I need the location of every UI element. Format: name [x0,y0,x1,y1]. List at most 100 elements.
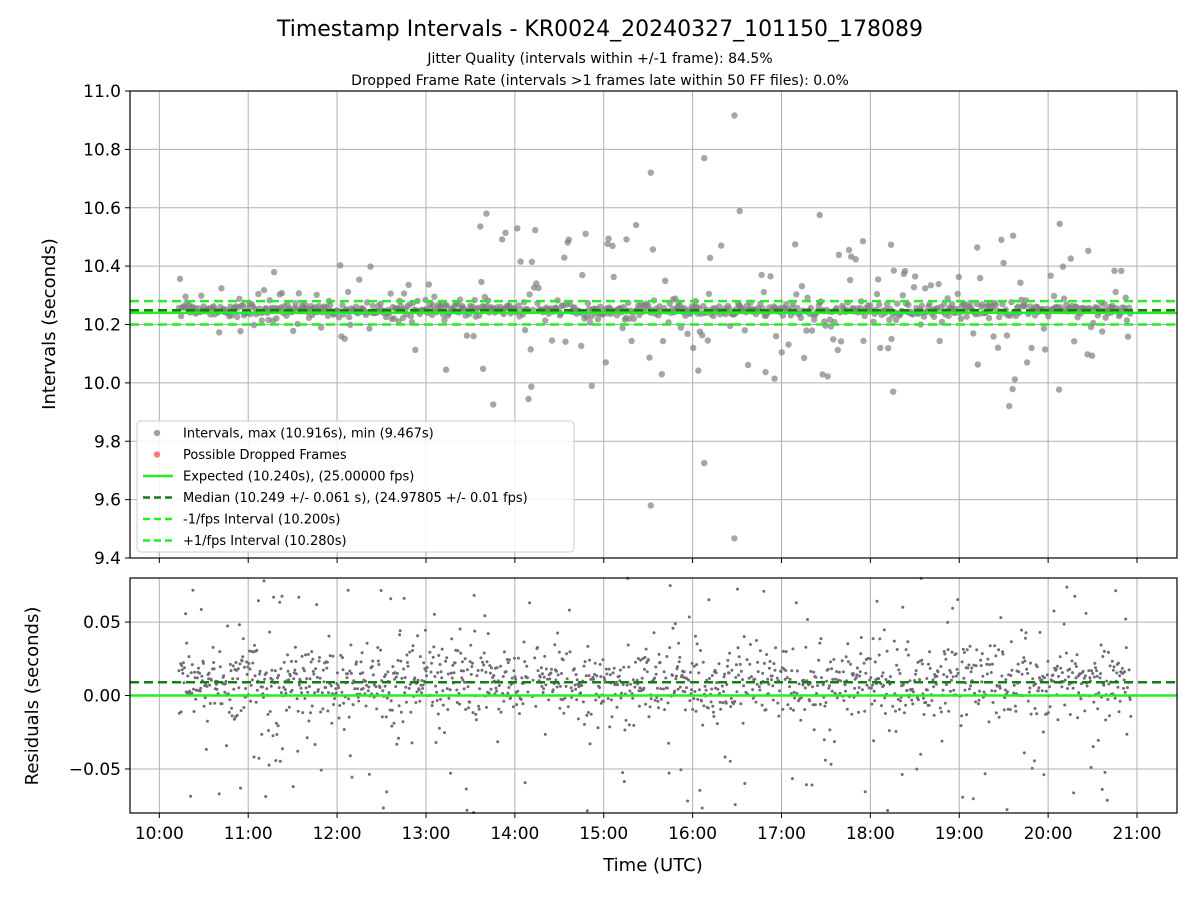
residual-point [944,657,948,661]
residual-point [322,680,326,684]
residual-point [346,588,350,592]
residual-point [252,755,256,759]
interval-point [1124,333,1132,340]
interval-point [1045,313,1052,320]
residual-point [395,672,399,675]
interval-point [957,315,965,322]
residual-point [273,669,277,673]
residual-point [274,721,278,725]
interval-point [852,256,859,263]
residual-point [897,707,901,711]
interval-point [744,361,752,369]
residual-point [264,671,268,675]
residual-point [251,661,255,665]
residual-point [677,660,681,664]
residual-point [277,686,281,690]
residual-point [582,664,586,668]
residual-point [1118,674,1122,678]
residual-point [707,598,711,602]
residual-point [818,702,822,706]
interval-point [701,459,708,467]
residual-point [985,662,989,666]
residual-point [916,698,920,702]
residual-point [956,671,960,675]
residual-point [631,678,635,682]
legend-item: Expected (10.240s), (25.00000 fps) [143,470,414,485]
residual-point [435,699,439,702]
interval-point [998,236,1005,243]
residual-point [431,700,435,704]
residual-point [641,657,645,661]
interval-point [690,344,697,352]
residual-point [1003,688,1007,692]
residual-point [820,676,823,680]
residual-point [1096,738,1100,742]
residual-point [204,747,208,751]
residual-point [348,669,352,673]
residual-point [643,667,646,671]
residual-point [872,739,876,743]
residual-point [659,687,663,691]
interval-point [387,290,394,297]
residual-point [963,688,967,692]
residual-point [816,684,820,688]
residual-point [652,631,656,635]
residual-point [257,756,261,760]
residual-point [441,703,445,707]
intervals-y-tick-label: 9.6 [94,491,121,511]
residual-point [922,696,925,700]
residual-point [465,668,469,672]
residual-point [187,655,191,659]
residual-point [770,678,774,682]
residual-point [871,637,875,641]
residual-point [283,688,287,692]
residual-point [359,660,363,664]
residual-point [905,688,909,692]
residual-point [330,721,334,725]
residual-point [914,672,918,676]
residual-point [455,701,459,704]
residual-point [358,672,362,676]
residual-point [1038,676,1041,680]
residual-point [814,675,818,679]
residual-point [307,719,311,723]
residual-point [1074,665,1078,668]
legend-label: Intervals, max (10.916s), min (9.467s) [183,427,434,442]
interval-point [890,267,897,274]
residual-point [495,666,499,670]
residual-point [737,673,741,677]
residual-point [550,667,553,671]
interval-point [324,312,332,320]
residual-point [311,657,315,661]
residual-point [678,685,682,689]
residual-point [310,650,314,654]
residual-point [1125,732,1129,736]
residual-point [436,712,440,716]
residuals-y-tick-label: 0.05 [83,613,121,633]
residual-point [242,665,246,669]
residual-point [1090,669,1094,673]
residual-point [366,689,370,693]
residual-point [337,686,341,690]
interval-point [701,154,708,162]
residual-point [526,690,530,694]
residual-point [300,691,304,695]
residual-point [751,688,755,692]
residual-point [439,697,442,701]
residual-point [253,674,257,678]
interval-point [662,277,669,284]
residual-point [709,700,713,704]
residual-point [462,669,465,673]
residual-point [455,688,459,692]
residual-point [324,686,328,689]
residual-point [654,672,658,676]
residual-point [830,689,834,693]
residual-point [258,672,262,676]
residual-point [735,690,739,694]
residual-point [978,689,981,693]
residual-point [975,648,979,652]
residual-point [837,670,841,674]
residual-point [659,697,663,701]
residual-point [615,705,619,709]
interval-point [1055,386,1063,393]
